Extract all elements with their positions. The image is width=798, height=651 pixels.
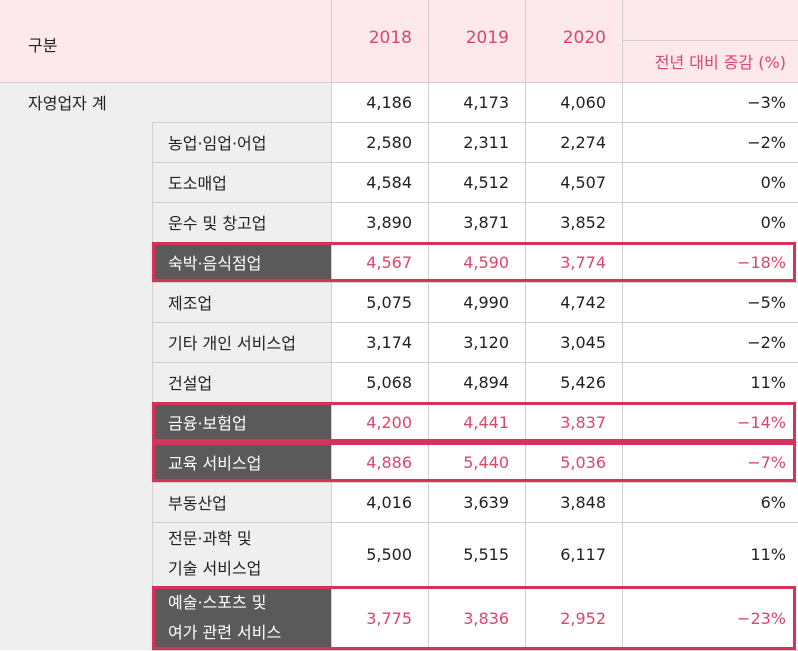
header-year-2019: 2019	[428, 0, 525, 82]
row-label-line: 기술 서비스업	[168, 559, 262, 578]
grid-hline	[152, 202, 798, 203]
row-label-line: 여가 관련 서비스	[168, 623, 282, 642]
row-value-2019: 4,512	[463, 172, 509, 192]
total-2019: 4,173	[463, 92, 509, 112]
row-label: 제조업	[152, 282, 331, 322]
row-value-2018: 3,174	[366, 332, 412, 352]
row-value-2020: 3,848	[560, 492, 606, 512]
row-value-2020: 4,742	[560, 292, 606, 312]
row-value-2018: 5,500	[366, 544, 412, 564]
header-year-2018: 2018	[331, 0, 428, 82]
grid-hline	[0, 82, 798, 83]
row-change: −2%	[747, 332, 786, 352]
grid-hline	[622, 40, 798, 41]
row-label: 운수 및 창고업	[152, 202, 331, 242]
header-year-2020: 2020	[525, 0, 622, 82]
row-change: −5%	[747, 292, 786, 312]
category-side-column	[0, 122, 152, 650]
row-value-2020: 4,507	[560, 172, 606, 192]
row-value-2019: 3,871	[463, 212, 509, 232]
row-change: 11%	[750, 372, 786, 392]
row-value-2018: 4,886	[366, 452, 412, 472]
row-value-2018: 4,567	[366, 252, 412, 272]
row-value-2018: 3,890	[366, 212, 412, 232]
row-value-2020: 5,036	[560, 452, 606, 472]
total-label: 자영업자 계	[0, 82, 331, 122]
row-value-2020: 6,117	[560, 544, 606, 564]
grid-vline	[428, 0, 429, 650]
row-change: −23%	[737, 608, 786, 628]
grid-hline	[152, 322, 798, 323]
row-value-2018: 5,068	[366, 372, 412, 392]
grid-hline	[152, 442, 798, 443]
row-change: 0%	[760, 172, 786, 192]
row-label: 부동산업	[152, 482, 331, 522]
row-value-2019: 3,639	[463, 492, 509, 512]
row-value-2020: 5,426	[560, 372, 606, 392]
row-label: 도소매업	[152, 162, 331, 202]
row-value-2018: 5,075	[366, 292, 412, 312]
total-2018: 4,186	[366, 92, 412, 112]
row-change: −18%	[737, 252, 786, 272]
row-value-2019: 4,894	[463, 372, 509, 392]
header-category: 구분	[0, 0, 331, 82]
row-change: 11%	[750, 544, 786, 564]
row-change: −14%	[737, 412, 786, 432]
grid-hline	[152, 586, 798, 587]
row-label: 금융·보험업	[152, 402, 331, 442]
grid-hline	[152, 242, 798, 243]
grid-vline	[152, 122, 153, 650]
row-label-line: 예술·스포츠 및	[168, 593, 267, 612]
row-label-line: 전문·과학 및	[168, 529, 252, 548]
row-value-2019: 5,515	[463, 544, 509, 564]
row-change: 0%	[760, 212, 786, 232]
row-value-2018: 4,016	[366, 492, 412, 512]
row-label: 농업·임업·어업	[152, 122, 331, 162]
row-label: 건설업	[152, 362, 331, 402]
grid-vline	[525, 0, 526, 650]
row-value-2018: 2,580	[366, 132, 412, 152]
total-2020: 4,060	[560, 92, 606, 112]
grid-hline	[152, 282, 798, 283]
row-value-2018: 4,200	[366, 412, 412, 432]
header-blank	[622, 0, 798, 40]
row-value-2020: 3,045	[560, 332, 606, 352]
row-change: −7%	[747, 452, 786, 472]
row-label: 숙박·음식점업	[152, 242, 331, 282]
header-change: 전년 대비 증감 (%)	[622, 40, 798, 82]
row-value-2019: 4,441	[463, 412, 509, 432]
row-value-2019: 3,120	[463, 332, 509, 352]
grid-hline	[152, 122, 798, 123]
grid-hline	[152, 402, 798, 403]
grid-hline	[152, 522, 798, 523]
grid-hline	[152, 362, 798, 363]
row-value-2019: 5,440	[463, 452, 509, 472]
grid-vline	[331, 0, 332, 650]
row-value-2019: 3,836	[463, 608, 509, 628]
row-label: 기타 개인 서비스업	[152, 322, 331, 362]
row-change: −2%	[747, 132, 786, 152]
grid-vline	[622, 0, 623, 650]
total-change: −3%	[747, 92, 786, 112]
row-value-2020: 3,774	[560, 252, 606, 272]
grid-hline	[152, 482, 798, 483]
row-value-2019: 4,990	[463, 292, 509, 312]
row-value-2020: 2,274	[560, 132, 606, 152]
row-value-2020: 3,837	[560, 412, 606, 432]
row-value-2018: 4,584	[366, 172, 412, 192]
row-change: 6%	[760, 492, 786, 512]
row-value-2020: 3,852	[560, 212, 606, 232]
row-value-2019: 4,590	[463, 252, 509, 272]
row-value-2018: 3,775	[366, 608, 412, 628]
row-value-2019: 2,311	[463, 132, 509, 152]
row-label: 교육 서비스업	[152, 442, 331, 482]
row-value-2020: 2,952	[560, 608, 606, 628]
grid-hline	[152, 162, 798, 163]
